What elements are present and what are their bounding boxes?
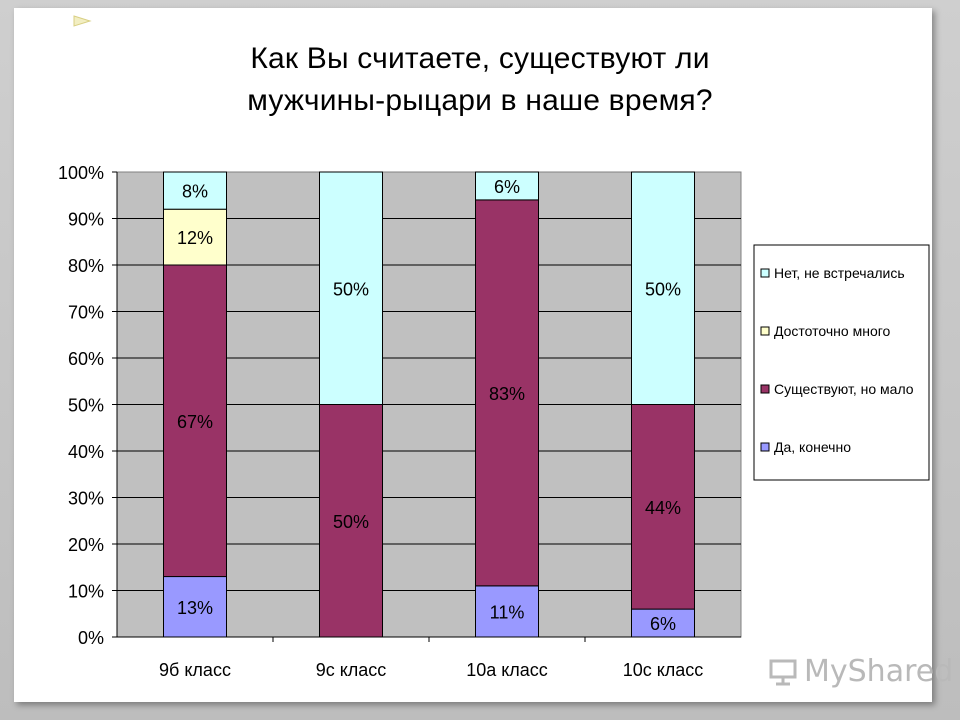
y-tick-label: 80% <box>68 256 104 276</box>
legend-swatch <box>760 268 770 278</box>
bar-data-label: 8% <box>182 182 208 202</box>
bar-data-label: 50% <box>333 512 369 532</box>
watermark-logo: MyShared <box>768 654 953 689</box>
legend-swatch <box>760 384 770 394</box>
y-tick-label: 40% <box>68 442 104 462</box>
bar-segment <box>163 208 227 266</box>
legend-label: Нет, не встречались <box>774 265 905 281</box>
bar-segment <box>319 171 383 405</box>
bar-data-label: 44% <box>645 498 681 518</box>
bar-segment <box>163 171 227 210</box>
bar-data-label: 12% <box>177 228 213 248</box>
x-tick-label: 9б класс <box>159 660 231 680</box>
legend-label: Достоточно много <box>774 323 891 339</box>
bar-data-label: 50% <box>333 279 369 299</box>
bar-data-label: 83% <box>489 384 525 404</box>
bar-segment <box>163 576 227 638</box>
bar-data-label: 6% <box>650 614 676 634</box>
y-tick-label: 20% <box>68 535 104 555</box>
y-tick-label: 30% <box>68 489 104 509</box>
legend-box <box>753 244 930 481</box>
y-tick-label: 0% <box>78 628 104 648</box>
legend-swatch <box>760 442 770 452</box>
bar-data-label: 13% <box>177 598 213 618</box>
bar-data-label: 50% <box>645 279 681 299</box>
bar-segment <box>475 171 539 201</box>
y-tick-label: 100% <box>58 163 104 183</box>
y-tick-label: 70% <box>68 303 104 323</box>
x-tick-label: 9с класс <box>316 660 387 680</box>
bar-segment <box>475 199 539 587</box>
bar-data-label: 67% <box>177 412 213 432</box>
bar-segment <box>631 404 695 610</box>
y-tick-label: 10% <box>68 582 104 602</box>
y-tick-label: 90% <box>68 210 104 230</box>
x-tick-label: 10а класс <box>466 660 548 680</box>
presentation-icon <box>769 659 797 685</box>
bar-segment <box>631 608 695 638</box>
bar-segment <box>163 264 227 578</box>
chart-title-line-2: мужчины-рыцари в наше время? <box>247 84 713 117</box>
legend-label: Существуют, но мало <box>774 381 914 397</box>
bar-segment <box>319 404 383 638</box>
bar-segment <box>631 171 695 405</box>
y-tick-label: 50% <box>68 396 104 416</box>
bar-data-label: 6% <box>494 177 520 197</box>
watermark-text: MyShared <box>804 654 954 689</box>
y-tick-label: 60% <box>68 349 104 369</box>
legend-swatch <box>760 326 770 336</box>
x-tick-label: 10с класс <box>623 660 704 680</box>
legend-label: Да, конечно <box>774 439 851 455</box>
slide-corner-mark <box>73 15 92 27</box>
bar-data-label: 11% <box>490 602 525 622</box>
chart-title-line-1: Как Вы считаете, существуют ли <box>250 42 710 75</box>
